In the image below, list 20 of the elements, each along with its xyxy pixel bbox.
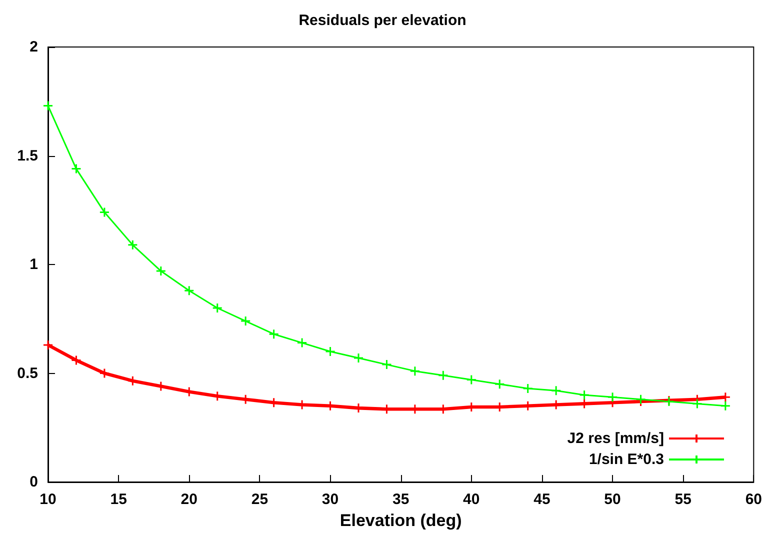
x-tick-label: 25 [251, 491, 268, 508]
y-tick-label: 0.5 [17, 364, 38, 382]
x-tick-label: 20 [180, 491, 198, 508]
x-tick-label: 60 [745, 491, 762, 508]
x-axis-title: Elevation (deg) [340, 510, 462, 530]
x-tick-label: 50 [604, 491, 621, 508]
x-tick-label: 55 [674, 491, 692, 508]
x-tick-label: 10 [40, 491, 56, 508]
y-tick-label: 1.5 [17, 147, 38, 164]
x-tick-label: 15 [110, 491, 127, 508]
x-tick-label: 35 [392, 491, 410, 508]
legend-label: J2 res [mm/s] [567, 430, 664, 447]
y-tick-label: 0 [30, 474, 38, 490]
x-tick-label: 45 [534, 491, 550, 508]
y-tick-label: 1 [30, 256, 38, 273]
legend-label: 1/sin E*0.3 [588, 451, 664, 468]
x-tick-label: 30 [322, 491, 339, 508]
chart-title: Residuals per elevation [298, 12, 466, 29]
y-tick-label: 2 [30, 38, 38, 56]
x-tick-label: 40 [463, 491, 480, 508]
